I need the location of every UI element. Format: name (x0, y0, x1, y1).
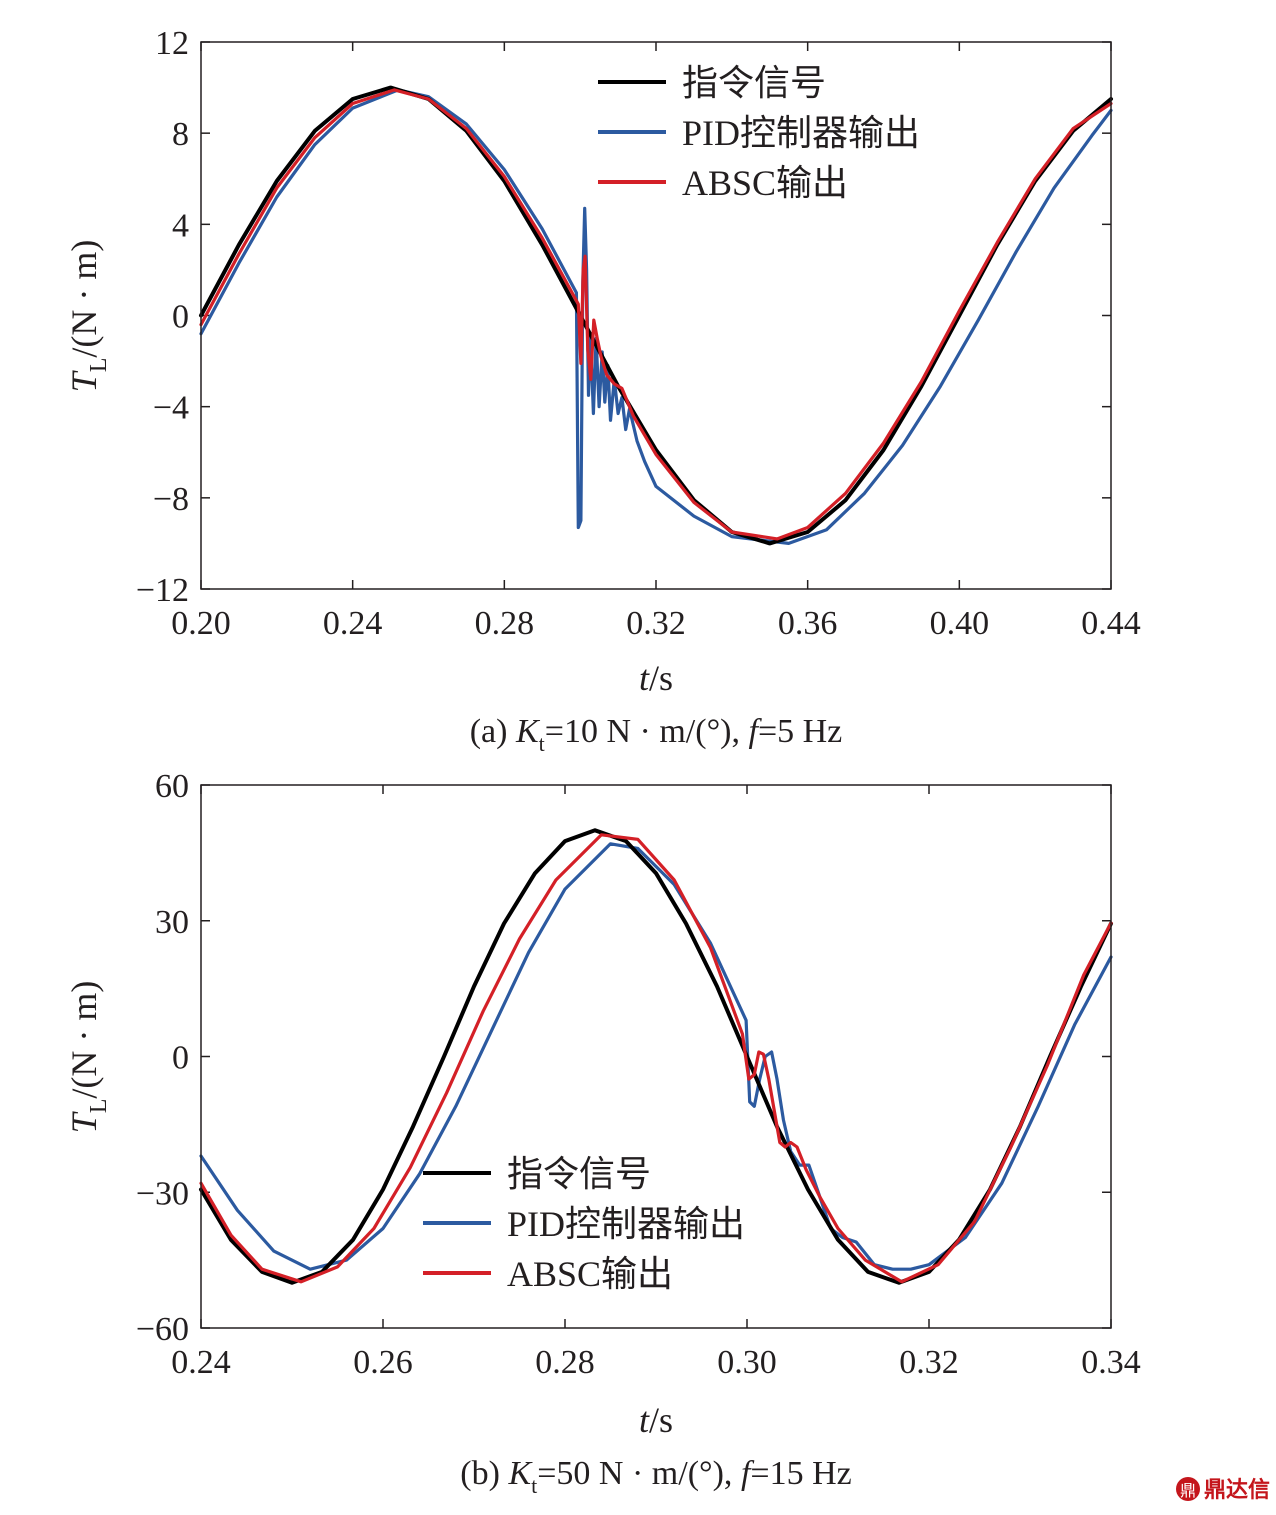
watermark-logo-glyph: 鼎 (1180, 1481, 1196, 1500)
chart-b: 0.24 0.26 0.28 0.30 0.32 0.34 −60 −30 0 30 60 指令信… (64, 768, 1141, 1498)
legend-label: PID控制器输出 (507, 1204, 745, 1244)
chart-b-ytick-labels: −60 −30 0 30 60 (136, 768, 189, 1348)
series-line-0 (199, 85, 1113, 546)
chart-a-ytick-labels: −12 −8 −4 0 4 8 12 (136, 25, 189, 609)
x-tick-label: 0.36 (778, 605, 838, 642)
y-tick-label: −30 (136, 1175, 189, 1212)
legend-label: ABSC输出 (507, 1254, 673, 1294)
x-tick-label: 0.28 (475, 605, 535, 642)
y-tick-label: 30 (155, 904, 189, 941)
series-line-2 (199, 88, 1113, 541)
y-tick-label: 0 (172, 1040, 189, 1077)
legend-label: PID控制器输出 (682, 113, 920, 153)
chart-a-legend: 指令信号 PID控制器输出 ABSC输出 (598, 63, 920, 203)
series-line-2 (199, 833, 1113, 1284)
x-tick-label: 0.24 (171, 1344, 231, 1381)
legend-label: 指令信号 (507, 1154, 651, 1194)
chart-a-caption: (a) Kt=10 N · m/(°), f=5 Hz (470, 713, 843, 756)
y-tick-label: −4 (153, 390, 189, 427)
x-tick-label: 0.28 (535, 1344, 595, 1381)
chart-a-ylabel: TL/(N · m) (64, 240, 112, 393)
y-tick-label: 4 (172, 207, 189, 244)
x-tick-label: 0.32 (626, 605, 686, 642)
x-tick-label: 0.26 (353, 1344, 413, 1381)
chart-b-legend: 指令信号 PID控制器输出 ABSC输出 (423, 1154, 745, 1294)
chart-b-frame (200, 784, 1112, 1329)
y-tick-label: 60 (155, 768, 189, 805)
watermark-logo-icon (1176, 1477, 1200, 1501)
legend-label: 指令信号 (682, 63, 826, 103)
y-tick-label: −12 (136, 572, 189, 609)
y-tick-label: 8 (172, 116, 189, 153)
chart-a: 0.20 0.24 0.28 0.32 0.36 0.40 0.44 −12 −8 −4 0 4 8 1… (64, 25, 1141, 756)
chart-a-xtick-labels: 0.20 0.24 0.28 0.32 0.36 0.40 0.44 (171, 605, 1141, 642)
chart-b-caption: (b) Kt=50 N · m/(°), f=15 Hz (460, 1455, 851, 1498)
x-tick-label: 0.32 (899, 1344, 959, 1381)
x-tick-label: 0.44 (1081, 605, 1141, 642)
y-tick-label: −8 (153, 481, 189, 518)
chart-b-ylabel: TL/(N · m) (64, 981, 112, 1134)
x-tick-label: 0.40 (930, 605, 990, 642)
chart-b-lines (199, 828, 1113, 1285)
chart-b-xtick-labels: 0.24 0.26 0.28 0.30 0.32 0.34 (171, 1344, 1141, 1381)
chart-a-frame (200, 41, 1112, 590)
legend-label: ABSC输出 (682, 163, 848, 203)
chart-a-lines (199, 85, 1113, 546)
chart-a-xlabel: t/s (639, 658, 673, 698)
watermark-text: 鼎达信 (1204, 1477, 1270, 1503)
chart-b-xlabel: t/s (639, 1400, 673, 1440)
series-line-1 (199, 88, 1113, 546)
y-tick-label: 0 (172, 299, 189, 336)
watermark: 鼎 鼎达信 (1176, 1477, 1270, 1503)
x-tick-label: 0.30 (717, 1344, 777, 1381)
x-tick-label: 0.20 (171, 605, 231, 642)
x-tick-label: 0.24 (323, 605, 383, 642)
x-tick-label: 0.34 (1081, 1344, 1141, 1381)
y-tick-label: −60 (136, 1311, 189, 1348)
y-tick-label: 12 (155, 25, 189, 62)
